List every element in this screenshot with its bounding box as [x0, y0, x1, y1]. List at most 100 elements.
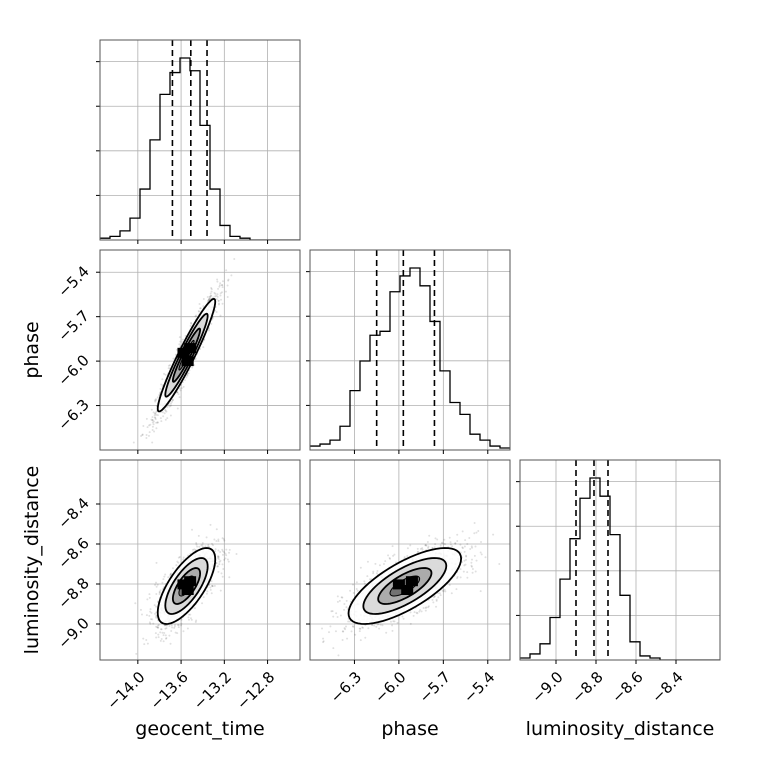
scatter-point — [135, 652, 138, 655]
scatter-point — [328, 631, 331, 634]
scatter-point — [189, 324, 192, 327]
scatter-point — [218, 302, 221, 305]
scatter-point — [449, 543, 452, 546]
scatter-point — [187, 613, 190, 616]
scatter-point — [455, 588, 458, 591]
scatter-point — [181, 338, 184, 341]
scatter-point — [154, 417, 157, 420]
scatter-point — [178, 336, 181, 339]
scatter-point — [392, 620, 395, 623]
scatter-point — [172, 357, 175, 360]
scatter-point — [201, 541, 204, 544]
scatter-point — [202, 297, 205, 300]
scatter-point — [168, 634, 171, 637]
histogram-luminosity_distance — [520, 477, 720, 660]
panel-frame — [309, 459, 511, 661]
scatter-point — [216, 295, 219, 298]
density-peak — [177, 347, 190, 358]
scatter-point — [470, 561, 473, 564]
scatter-point — [190, 321, 193, 324]
scatter-point — [148, 596, 151, 599]
scatter-point — [388, 557, 391, 560]
scatter-point — [176, 623, 179, 626]
scatter-point — [153, 604, 156, 607]
scatter-point — [168, 405, 171, 408]
scatter-point — [222, 538, 225, 541]
scatter-point — [186, 627, 189, 630]
scatter-point — [464, 563, 467, 566]
scatter-point — [449, 541, 452, 544]
scatter-point — [216, 555, 219, 558]
scatter-point — [145, 434, 148, 437]
scatter-point — [225, 269, 228, 272]
scatter-point — [419, 547, 422, 550]
scatter-point — [159, 417, 162, 420]
scatter-point — [148, 614, 151, 617]
scatter-point — [211, 585, 214, 588]
scatter-point — [336, 595, 339, 598]
scatter-point — [206, 545, 209, 548]
scatter-point — [187, 372, 190, 375]
scatter-point — [374, 562, 377, 565]
scatter-point — [336, 615, 339, 618]
scatter-point — [206, 590, 209, 593]
scatter-point — [140, 434, 143, 437]
scatter-point — [376, 570, 379, 573]
scatter-point — [444, 590, 447, 593]
scatter-point — [443, 588, 446, 591]
scatter-point — [189, 613, 192, 616]
scatter-point — [227, 279, 230, 282]
scatter-point — [211, 585, 214, 588]
density-peak — [181, 356, 194, 367]
scatter-point — [435, 599, 438, 602]
scatter-point — [145, 639, 148, 642]
scatter-point — [153, 416, 156, 419]
scatter-point — [199, 307, 202, 310]
scatter-point — [322, 640, 325, 643]
histogram-phase — [310, 267, 510, 449]
scatter-point — [216, 565, 219, 568]
scatter-point — [153, 430, 156, 433]
scatter-point — [442, 542, 445, 545]
scatter-point — [167, 367, 170, 370]
scatter-point — [207, 543, 210, 546]
scatter-point — [448, 584, 451, 587]
scatter-point — [416, 612, 419, 615]
scatter-point — [173, 625, 176, 628]
scatter-point — [465, 558, 468, 561]
scatter-point — [159, 387, 162, 390]
scatter-point — [233, 257, 236, 260]
scatter-point — [456, 539, 459, 542]
scatter-point — [187, 618, 190, 621]
scatter-point — [337, 654, 340, 657]
scatter-point — [198, 302, 201, 305]
scatter-point — [385, 631, 388, 634]
scatter-point — [154, 583, 157, 586]
scatter-point — [373, 624, 376, 627]
scatter-point — [162, 640, 165, 643]
scatter-point — [480, 541, 483, 544]
scatter-point — [358, 630, 361, 633]
scatter-point — [343, 627, 346, 630]
scatter-point — [355, 581, 358, 584]
scatter-point — [216, 565, 219, 568]
scatter-point — [435, 598, 438, 601]
scatter-point — [219, 292, 222, 295]
scatter-point — [163, 575, 166, 578]
scatter-point — [164, 573, 167, 576]
scatter-point — [228, 551, 231, 554]
xlabel-phase: phase — [381, 718, 438, 740]
scatter-point — [470, 565, 473, 568]
scatter-point — [132, 441, 135, 444]
scatter-point — [456, 575, 459, 578]
scatter-point — [182, 630, 185, 633]
scatter-point — [473, 554, 476, 557]
scatter-point — [344, 625, 347, 628]
scatter-point — [335, 612, 338, 615]
scatter-point — [219, 589, 222, 592]
histogram-geocent_time — [100, 57, 300, 240]
scatter-point — [424, 609, 427, 612]
scatter-point — [156, 421, 159, 424]
scatter-point — [459, 543, 462, 546]
scatter-point — [170, 572, 173, 575]
